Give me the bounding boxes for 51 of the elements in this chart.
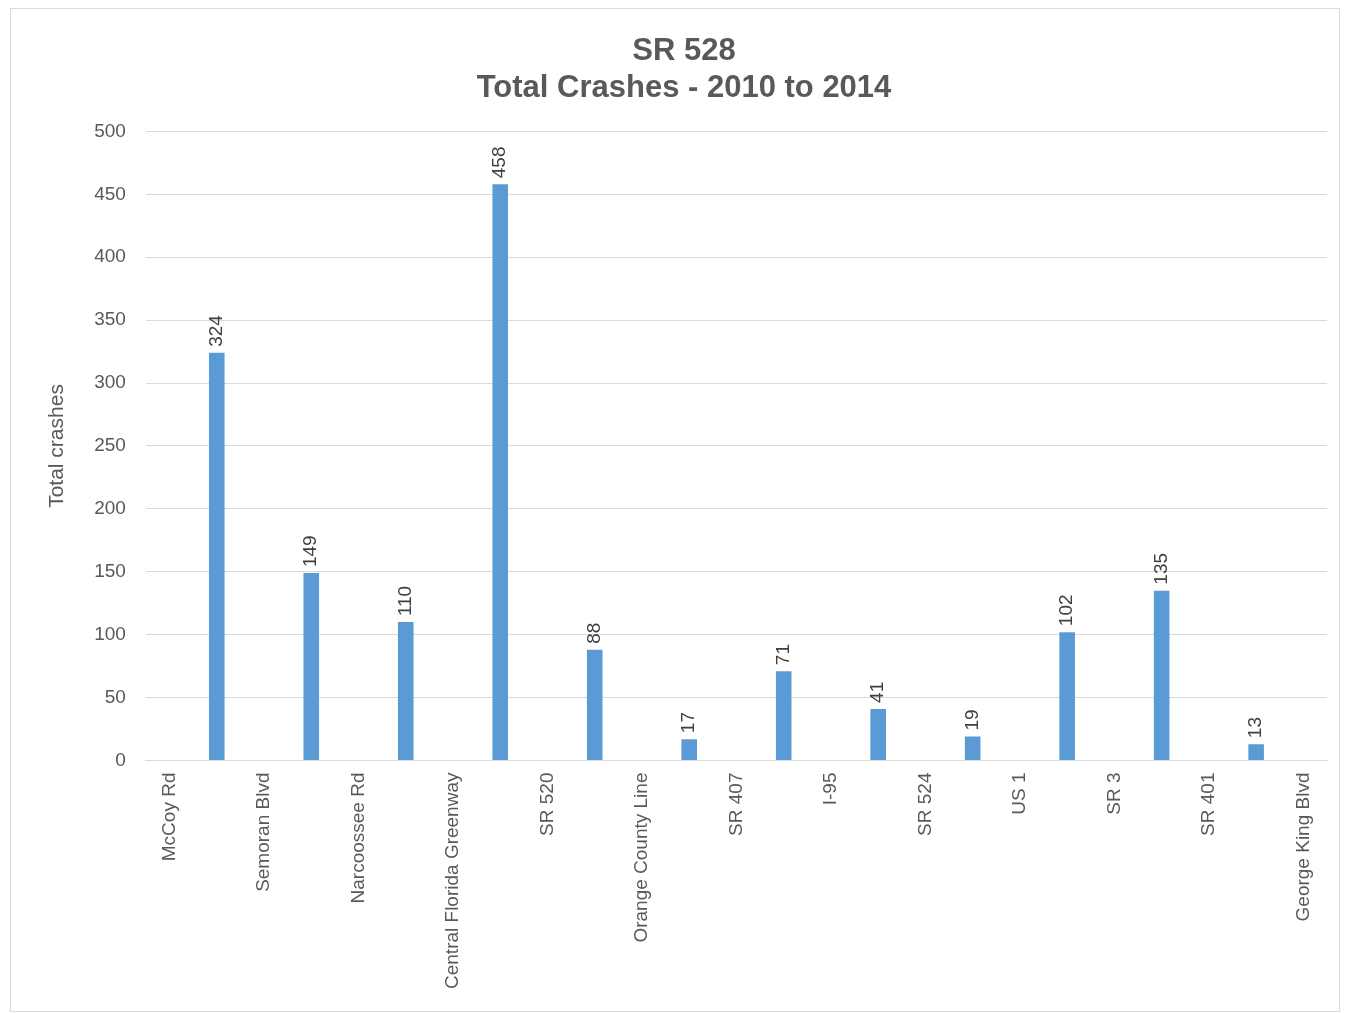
x-tick-label: SR 407 [724, 772, 746, 836]
y-tick-label: 250 [94, 434, 126, 456]
bar [1059, 632, 1075, 761]
bar [964, 736, 981, 761]
y-tick-label: 150 [94, 560, 126, 582]
data-label: 102 [1055, 594, 1077, 627]
data-label: 149 [299, 535, 321, 568]
data-label: 458 [488, 146, 510, 179]
bar [208, 352, 225, 761]
y-tick-label: 450 [94, 182, 126, 204]
x-tick-label: Narcoossee Rd [346, 772, 368, 904]
bar [492, 184, 509, 761]
chart-title: SR 528 [632, 32, 736, 68]
bar [775, 671, 792, 761]
data-label: 19 [960, 709, 982, 731]
x-tick-label: Orange County Line [630, 772, 652, 943]
data-label: 71 [771, 644, 793, 666]
data-label: 88 [582, 622, 604, 644]
x-tick-label: SR 520 [535, 772, 557, 836]
y-tick-label: 0 [115, 748, 126, 770]
x-tick-label: SR 524 [913, 772, 935, 836]
chart-subtitle: Total Crashes - 2010 to 2014 [476, 69, 893, 105]
data-label: 13 [1244, 717, 1266, 739]
bar [303, 573, 320, 761]
bar [586, 649, 603, 761]
y-tick-label: 350 [94, 308, 126, 330]
data-label: 17 [677, 711, 699, 734]
x-tick-label: I-95 [819, 772, 841, 806]
x-tick-label: Semoran Blvd [252, 772, 274, 892]
x-tick-label: SR 401 [1197, 772, 1219, 836]
y-tick-label: 300 [94, 371, 126, 393]
data-label: 41 [866, 681, 888, 703]
y-axis-title: Total crashes [44, 384, 68, 508]
bar [397, 622, 414, 761]
y-tick-label: 100 [94, 622, 126, 644]
data-label: 135 [1149, 552, 1171, 585]
data-label: 110 [393, 585, 415, 617]
bar [870, 708, 886, 761]
x-tick-label: US 1 [1008, 772, 1030, 815]
x-tick-label: McCoy Rd [157, 772, 179, 862]
bar [1248, 744, 1264, 761]
y-tick-label: 50 [104, 685, 126, 707]
y-tick-label: 200 [94, 497, 126, 519]
x-tick-label: George King Blvd [1291, 772, 1313, 922]
x-tick-label: SR 3 [1102, 772, 1124, 815]
data-label: 324 [205, 314, 226, 347]
x-tick-label: Central Florida Greenway [441, 772, 463, 990]
bar [681, 739, 697, 761]
y-tick-label: 400 [94, 245, 126, 267]
y-tick-label: 500 [94, 119, 126, 141]
bar [1153, 590, 1170, 761]
